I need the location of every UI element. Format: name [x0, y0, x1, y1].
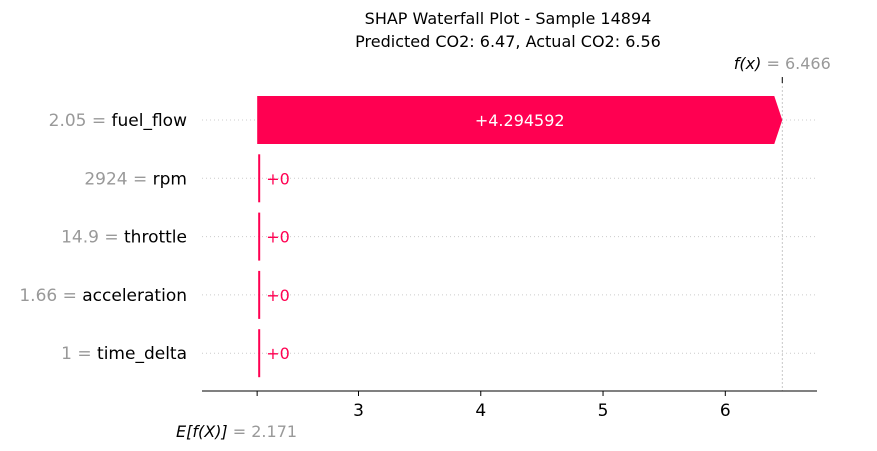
feature-label-time_delta: 1 = time_delta — [61, 344, 187, 364]
chart-subtitle-text: Predicted CO2: 6.47, Actual CO2: 6.56 — [355, 32, 661, 51]
plot-area: f(x) = 6.466 +4.294592 2.05 = fuel_flow +0 2… — [19, 54, 830, 441]
bar-acceleration — [258, 270, 261, 319]
x-tick-label: 3 — [353, 401, 364, 421]
feature-value: 1 = — [61, 344, 97, 364]
bar-label-acceleration: +0 — [266, 286, 290, 305]
bar-rpm — [258, 154, 261, 203]
bar-label-rpm: +0 — [266, 169, 290, 188]
feature-name: rpm — [153, 169, 187, 189]
feature-label-throttle: 14.9 = throttle — [61, 228, 187, 248]
x-tick-label: 6 — [720, 401, 731, 421]
chart-title: SHAP Waterfall Plot - Sample 14894 Predi… — [355, 9, 661, 51]
bar-time_delta — [258, 329, 261, 378]
x-tick-label: 4 — [475, 401, 486, 421]
fx-label-value: = 6.466 — [761, 54, 830, 73]
feature-value: 2924 = — [84, 169, 152, 189]
bar-label-fuel_flow: +4.294592 — [475, 111, 565, 130]
feature-label-fuel_flow: 2.05 = fuel_flow — [49, 111, 187, 131]
feature-label-rpm: 2924 = rpm — [84, 169, 187, 189]
fx-label: f(x) = 6.466 — [734, 54, 831, 73]
feature-name: time_delta — [97, 344, 187, 364]
feature-value: 2.05 = — [49, 111, 112, 131]
feature-name: throttle — [124, 228, 187, 248]
feature-name: acceleration — [82, 286, 187, 306]
chart-title-text: SHAP Waterfall Plot - Sample 14894 — [365, 9, 652, 28]
feature-value: 14.9 = — [61, 228, 124, 248]
feature-label-acceleration: 1.66 = acceleration — [19, 286, 187, 306]
feature-value: 1.66 = — [19, 286, 82, 306]
x-tick-label: 5 — [598, 401, 609, 421]
base-value-label: E[f(X)] = 2.171 — [176, 422, 297, 441]
bar-throttle — [258, 212, 261, 261]
feature-name: fuel_flow — [112, 111, 188, 131]
bar-label-throttle: +0 — [266, 228, 290, 247]
fx-label-name: f(x) — [734, 54, 762, 73]
base-value-label-name: E[f(X)] — [176, 422, 228, 441]
bar-fuel_flow — [257, 96, 783, 144]
bar-label-time_delta: +0 — [266, 344, 290, 363]
base-value-label-value: = 2.171 — [228, 422, 297, 441]
